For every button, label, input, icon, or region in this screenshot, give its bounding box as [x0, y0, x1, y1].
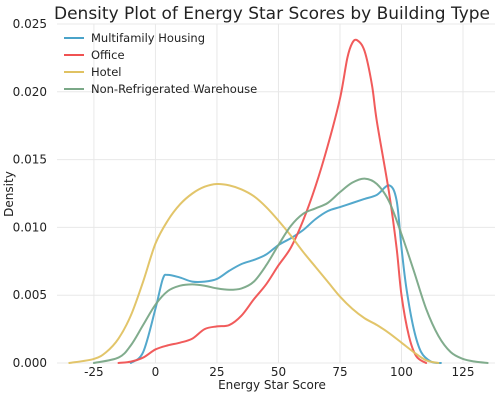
legend-label-2: Hotel	[91, 65, 121, 79]
y-tick-label: 0.000	[13, 356, 47, 370]
y-tick-label: 0.020	[13, 85, 47, 99]
chart-title: Density Plot of Energy Star Scores by Bu…	[54, 4, 490, 24]
y-tick-label: 0.025	[13, 17, 47, 31]
y-tick-labels: 0.000 0.005 0.010 0.015 0.020 0.025	[13, 17, 47, 370]
x-tick-label: 75	[332, 365, 347, 379]
grid-lines	[57, 23, 495, 364]
y-axis-label: Density	[2, 171, 16, 217]
series-line-1	[117, 38, 428, 364]
x-tick-label: 0	[152, 365, 160, 379]
series-line-2	[68, 182, 440, 364]
x-tick-label: 125	[452, 365, 475, 379]
series-lines	[68, 38, 489, 364]
x-axis-label: Energy Star Score	[218, 378, 326, 392]
x-tick-labels: -25 0 25 50 75 100 125	[84, 365, 474, 379]
legend-label-1: Office	[91, 48, 125, 62]
legend-label-3: Non-Refrigerated Warehouse	[91, 82, 257, 96]
x-tick-label: -25	[84, 365, 104, 379]
y-tick-label: 0.005	[13, 288, 47, 302]
x-tick-label: 50	[271, 365, 286, 379]
y-tick-label: 0.010	[13, 220, 47, 234]
series-line-3	[92, 177, 489, 364]
x-tick-label: 100	[390, 365, 413, 379]
legend-label-0: Multifamily Housing	[91, 31, 205, 45]
x-tick-label: 25	[209, 365, 224, 379]
y-tick-label: 0.015	[13, 153, 47, 167]
legend: Multifamily Housing Office Hotel Non-Refrig…	[64, 31, 257, 96]
